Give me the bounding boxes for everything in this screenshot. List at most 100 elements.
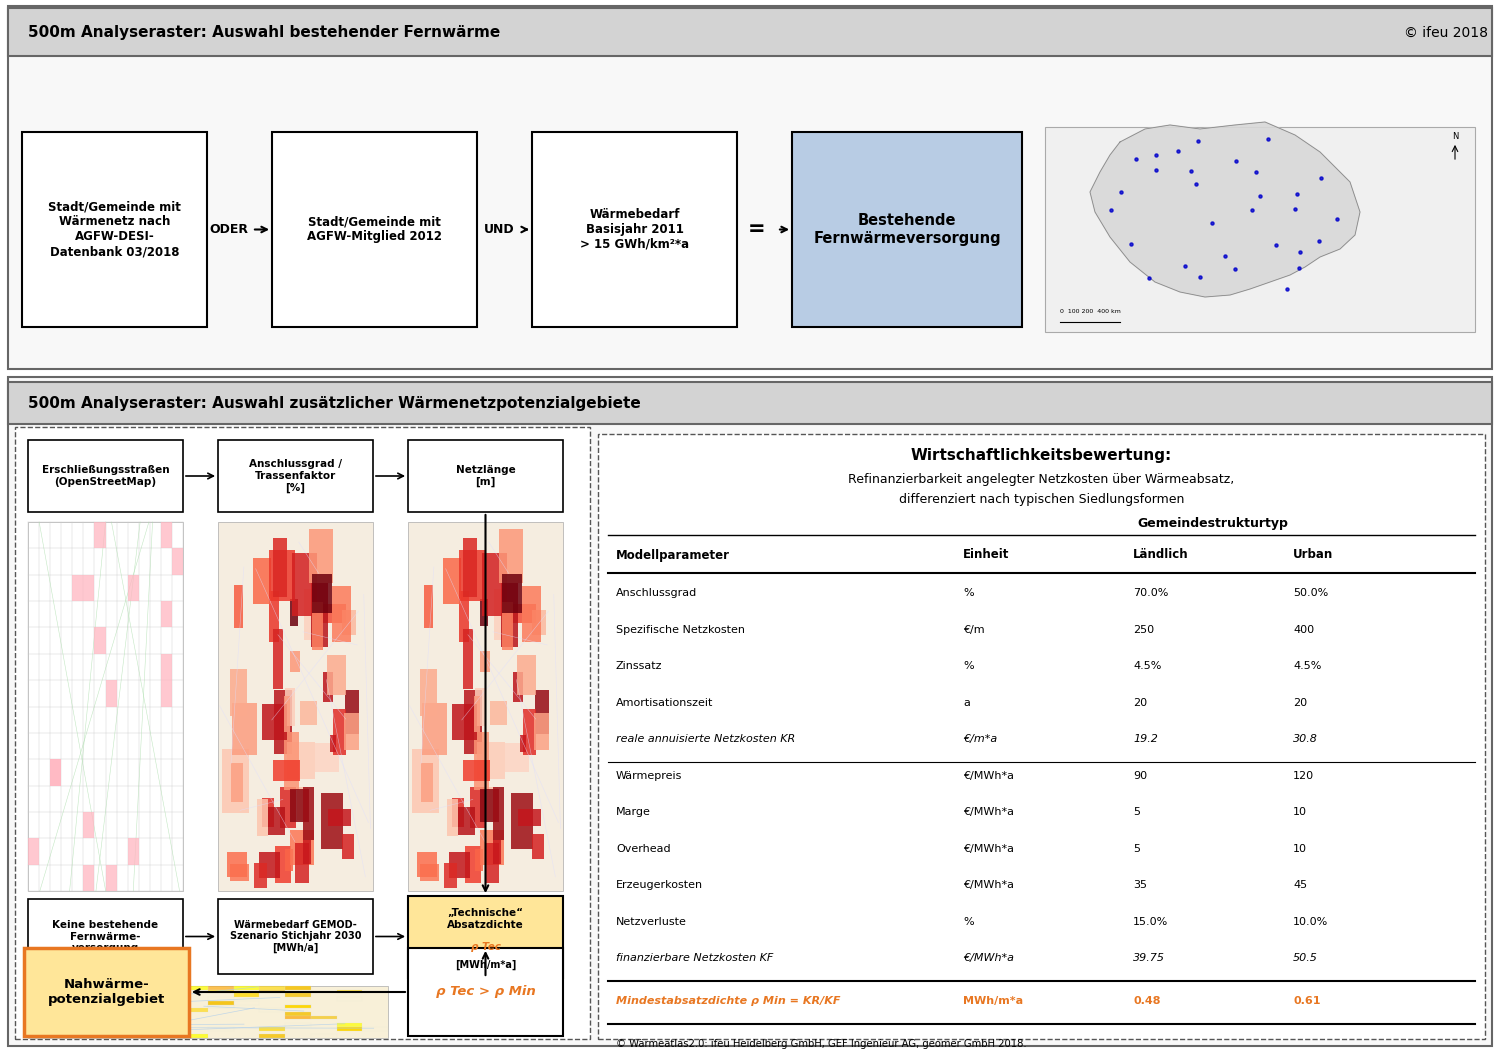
Text: €/MWh*a: €/MWh*a xyxy=(963,770,1014,781)
Bar xyxy=(522,586,542,642)
Bar xyxy=(310,1015,336,1019)
Bar xyxy=(130,986,156,990)
Text: Bestehende
Fernwärmeversorgung: Bestehende Fernwärmeversorgung xyxy=(813,213,1000,246)
Bar xyxy=(254,558,270,604)
Bar xyxy=(480,829,504,865)
Bar xyxy=(444,863,456,888)
Point xyxy=(1143,162,1167,179)
Bar xyxy=(209,1027,234,1031)
Bar xyxy=(130,1015,156,1019)
Bar xyxy=(486,787,498,820)
Text: 35: 35 xyxy=(1132,880,1148,890)
Text: Netzverluste: Netzverluste xyxy=(616,916,687,927)
Bar xyxy=(291,599,297,626)
FancyBboxPatch shape xyxy=(272,132,477,327)
Text: €/m: €/m xyxy=(963,624,984,635)
Text: Wärmepreis: Wärmepreis xyxy=(616,770,682,781)
Bar xyxy=(209,997,234,1001)
Bar xyxy=(417,852,438,878)
Text: Gemeindestrukturtyp: Gemeindestrukturtyp xyxy=(1137,517,1288,531)
FancyBboxPatch shape xyxy=(598,434,1485,1039)
Point xyxy=(1264,236,1288,253)
Bar xyxy=(268,550,296,600)
Bar xyxy=(285,986,310,990)
Bar xyxy=(532,833,544,859)
Bar xyxy=(234,986,260,990)
Point xyxy=(1100,202,1124,219)
Bar xyxy=(290,829,315,865)
Text: 10.0%: 10.0% xyxy=(1293,916,1329,927)
Text: Wirtschaftlichkeitsbewertung:: Wirtschaftlichkeitsbewertung: xyxy=(910,449,1172,463)
Bar xyxy=(156,1019,183,1023)
FancyBboxPatch shape xyxy=(28,522,183,891)
Bar xyxy=(464,628,472,689)
FancyBboxPatch shape xyxy=(792,132,1022,327)
Bar xyxy=(84,865,94,891)
Bar xyxy=(209,986,234,990)
Text: Anschlussgrad: Anschlussgrad xyxy=(616,589,698,598)
Bar xyxy=(276,846,291,883)
Point xyxy=(1244,164,1268,181)
Text: Erschließungsstraßen
(OpenStreetMap): Erschließungsstraßen (OpenStreetMap) xyxy=(42,466,170,487)
Bar xyxy=(234,993,260,997)
Text: €/MWh*a: €/MWh*a xyxy=(963,880,1014,890)
Text: %: % xyxy=(963,661,974,672)
FancyBboxPatch shape xyxy=(8,6,1492,369)
Bar xyxy=(50,759,62,785)
FancyBboxPatch shape xyxy=(22,132,207,327)
Bar xyxy=(156,1012,183,1015)
Text: 39.75: 39.75 xyxy=(1132,953,1166,963)
Bar xyxy=(130,990,156,993)
Bar xyxy=(333,708,346,756)
Text: differenziert nach typischen Siedlungsformen: differenziert nach typischen Siedlungsfo… xyxy=(898,494,1184,507)
Bar xyxy=(285,1005,310,1008)
Bar xyxy=(156,1023,183,1027)
Bar xyxy=(260,986,285,990)
Bar xyxy=(285,1023,310,1027)
Bar xyxy=(160,654,172,680)
Bar xyxy=(480,789,498,822)
Bar xyxy=(105,680,117,706)
Bar xyxy=(50,759,62,785)
Text: €/MWh*a: €/MWh*a xyxy=(963,844,1014,853)
Polygon shape xyxy=(1090,122,1360,297)
Text: © Wärmeatlas2.0: ifeu Heidelberg GmbH, GEF Ingenieur AG, geomer GmbH 2018.: © Wärmeatlas2.0: ifeu Heidelberg GmbH, G… xyxy=(616,1039,1026,1049)
Bar xyxy=(532,610,546,635)
Text: 50.0%: 50.0% xyxy=(1293,589,1329,598)
Bar xyxy=(285,1015,310,1019)
Bar xyxy=(80,1027,105,1031)
Text: ρ Tec > ρ Min: ρ Tec > ρ Min xyxy=(435,986,536,998)
Bar xyxy=(105,865,117,891)
Bar xyxy=(501,583,519,647)
Point xyxy=(1188,269,1212,286)
Bar xyxy=(128,575,138,601)
Bar xyxy=(327,656,346,696)
Bar xyxy=(156,1019,183,1023)
Text: ρ Tec: ρ Tec xyxy=(471,942,501,952)
Bar xyxy=(534,713,549,750)
Bar xyxy=(130,1034,156,1038)
Bar xyxy=(300,701,316,725)
Text: Netzlänge
[m]: Netzlänge [m] xyxy=(456,465,516,487)
Bar xyxy=(520,736,526,751)
Bar xyxy=(503,602,513,650)
Bar xyxy=(231,763,243,802)
Bar xyxy=(342,610,355,635)
Point xyxy=(1286,186,1310,203)
Point xyxy=(1287,260,1311,276)
Bar xyxy=(462,538,477,597)
Bar xyxy=(490,701,507,725)
Text: Anschlussgrad /
Trassenfaktor
[%]: Anschlussgrad / Trassenfaktor [%] xyxy=(249,459,342,493)
Bar xyxy=(84,575,94,601)
Bar xyxy=(260,990,285,993)
FancyBboxPatch shape xyxy=(217,899,374,974)
FancyBboxPatch shape xyxy=(8,382,1492,424)
Text: 5: 5 xyxy=(1132,844,1140,853)
FancyBboxPatch shape xyxy=(28,986,388,1038)
Text: 45: 45 xyxy=(1293,880,1306,890)
Bar xyxy=(160,680,172,706)
Text: 90: 90 xyxy=(1132,770,1148,781)
Bar xyxy=(156,990,183,993)
Point xyxy=(1184,176,1208,192)
Bar xyxy=(492,840,501,864)
